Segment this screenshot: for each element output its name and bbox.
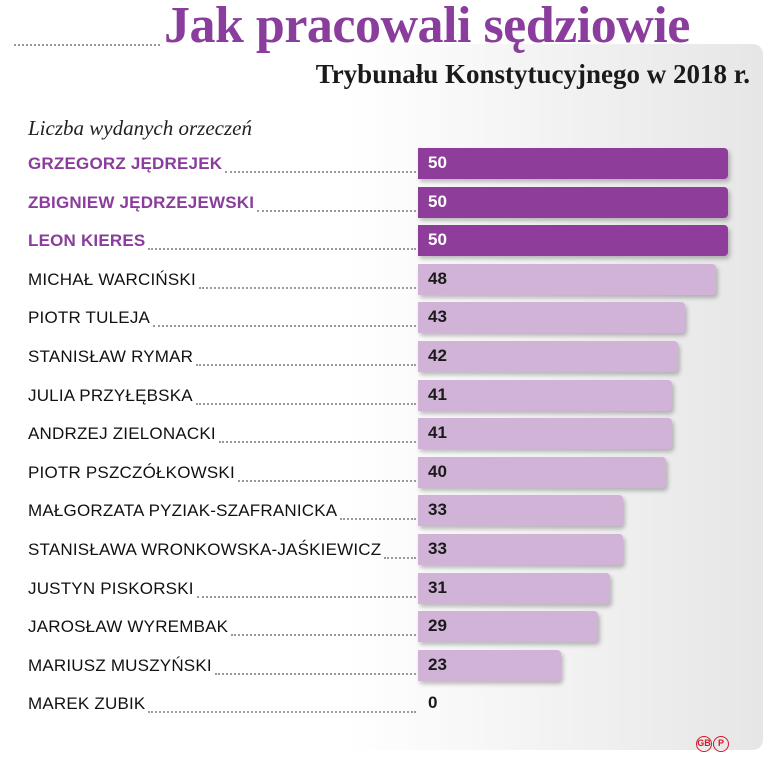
- bar-value-label: 33: [428, 500, 447, 520]
- bar-row: PIOTR TULEJA 43: [0, 302, 760, 340]
- bar-value-label: 40: [428, 461, 447, 481]
- bar-value-label: 23: [428, 654, 447, 674]
- bar-category-label: STANISŁAWA WRONKOWSKA-JAŚKIEWICZ: [28, 540, 382, 559]
- dotted-leader: [148, 711, 416, 714]
- bar-category-label: ANDRZEJ ZIELONACKI: [28, 424, 216, 444]
- dotted-leader: [238, 479, 416, 482]
- dotted-leader: [153, 325, 416, 328]
- bar-category-label: ZBIGNIEW JĘDRZEJEWSKI: [28, 192, 255, 212]
- bar-row: MARIUSZ MUSZYŃSKI 23: [0, 649, 760, 688]
- dotted-leader: [148, 248, 416, 251]
- bar: [418, 649, 561, 681]
- dotted-leader: [225, 171, 416, 173]
- bar-category-label: LEON KIERES: [28, 231, 146, 251]
- bar: [418, 379, 673, 411]
- bar-value-label: 0: [428, 693, 438, 713]
- logo-left-mark: GB: [696, 736, 712, 752]
- bar-value-label: 48: [428, 268, 447, 288]
- bar-row: JULIA PRZYŁĘBSKA 41: [0, 379, 760, 418]
- dotted-leader: [231, 634, 416, 637]
- bar-row: JUSTYN PISKORSKI 31: [0, 572, 760, 611]
- bar-category-label: GRZEGORZ JĘDREJEK: [28, 154, 223, 173]
- chart-title: Jak pracowali sędziowie: [164, 0, 690, 54]
- bar: [418, 495, 623, 527]
- bar: [418, 611, 598, 643]
- bar-value-label: 50: [428, 191, 447, 211]
- chart-caption: Liczba wydanych orzeczeń: [28, 116, 252, 140]
- bar: [418, 418, 673, 450]
- dotted-leader: [215, 672, 416, 675]
- bar-row: MAREK ZUBIK 0: [0, 688, 760, 726]
- bar-category-label: JULIA PRZYŁĘBSKA: [28, 385, 193, 405]
- bar-value-label: 31: [428, 577, 447, 597]
- bar-value-label: 41: [428, 384, 447, 404]
- bar-value-label: 41: [428, 423, 447, 443]
- bar-category-label: STANISŁAW RYMAR: [28, 347, 194, 366]
- bar-category-label: PIOTR TULEJA: [28, 308, 151, 328]
- bar: [418, 148, 728, 179]
- dotted-leader: [199, 286, 416, 289]
- bar-category-label: MAREK ZUBIK: [28, 694, 146, 714]
- bar-row: STANISŁAW RYMAR 42: [0, 341, 760, 379]
- dotted-leader: [197, 595, 416, 598]
- bar-category-label: MICHAŁ WARCIŃSKI: [28, 269, 196, 289]
- bar-value-label: 50: [428, 230, 447, 250]
- chart-subtitle: Trybunału Konstytucyjnego w 2018 r.: [315, 59, 750, 89]
- bar: [418, 302, 685, 334]
- bar: [418, 534, 623, 565]
- dotted-leader: [196, 364, 416, 366]
- publisher-logo: GB P: [696, 736, 732, 754]
- bar-row: LEON KIERES 50: [0, 225, 760, 263]
- bar-value-label: 50: [428, 153, 447, 172]
- bar-value-label: 42: [428, 346, 447, 365]
- bar-category-label: JUSTYN PISKORSKI: [28, 578, 194, 598]
- bar-value-label: 43: [428, 307, 447, 327]
- dotted-leader: [384, 557, 416, 559]
- dotted-leader: [340, 518, 416, 521]
- bar-value-label: 33: [428, 539, 447, 558]
- dotted-leader: [219, 441, 416, 444]
- bar: [418, 572, 611, 604]
- bar: [418, 225, 728, 257]
- bar: [418, 186, 728, 218]
- bar-category-label: MAŁGORZATA PYZIAK-SZAFRANICKA: [28, 501, 338, 521]
- bar-row: MAŁGORZATA PYZIAK-SZAFRANICKA 33: [0, 495, 760, 533]
- bar-category-label: JAROSŁAW WYREMBAK: [28, 617, 229, 637]
- bar: [418, 263, 716, 295]
- bar: [418, 456, 666, 488]
- bar-row: ZBIGNIEW JĘDRZEJEWSKI 50: [0, 186, 760, 225]
- bar-row: ANDRZEJ ZIELONACKI 41: [0, 418, 760, 456]
- bar: [418, 341, 679, 372]
- dotted-leader: [196, 402, 416, 405]
- bar-row: MICHAŁ WARCIŃSKI 48: [0, 263, 760, 302]
- bar-row: PIOTR PSZCZÓŁKOWSKI 40: [0, 456, 760, 495]
- logo-right-mark: P: [713, 736, 729, 752]
- bar-row: JAROSŁAW WYREMBAK 29: [0, 611, 760, 649]
- bar-category-label: PIOTR PSZCZÓŁKOWSKI: [28, 462, 235, 482]
- bar-row: STANISŁAWA WRONKOWSKA-JAŚKIEWICZ 33: [0, 534, 760, 572]
- bar-value-label: 29: [428, 616, 447, 636]
- bar-category-label: MARIUSZ MUSZYŃSKI: [28, 655, 212, 675]
- panel-dotted-edge: [14, 44, 160, 46]
- dotted-leader: [257, 209, 416, 212]
- bar-row: GRZEGORZ JĘDREJEK 50: [0, 148, 760, 186]
